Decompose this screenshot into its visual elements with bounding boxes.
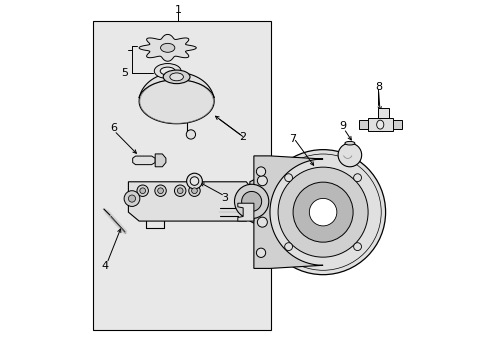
Circle shape: [257, 176, 267, 186]
Circle shape: [337, 143, 361, 167]
Circle shape: [188, 185, 200, 197]
Circle shape: [186, 130, 195, 139]
Circle shape: [174, 185, 185, 197]
Text: 6: 6: [110, 123, 118, 133]
Ellipse shape: [160, 67, 175, 75]
Circle shape: [191, 188, 197, 194]
Circle shape: [234, 184, 268, 219]
Circle shape: [155, 185, 166, 197]
Polygon shape: [253, 156, 323, 269]
Circle shape: [177, 188, 183, 194]
Circle shape: [309, 198, 336, 226]
Polygon shape: [249, 175, 269, 228]
Bar: [378, 108, 388, 118]
Circle shape: [278, 167, 367, 257]
Ellipse shape: [190, 177, 198, 185]
Bar: [93, 21, 271, 330]
Circle shape: [128, 195, 135, 202]
Circle shape: [260, 150, 385, 275]
Circle shape: [256, 248, 265, 257]
Circle shape: [241, 192, 261, 211]
Text: 1: 1: [175, 5, 182, 15]
Text: 5: 5: [121, 68, 128, 78]
Polygon shape: [139, 35, 196, 61]
Circle shape: [257, 217, 267, 227]
Polygon shape: [128, 182, 253, 221]
Circle shape: [284, 243, 292, 251]
Ellipse shape: [160, 43, 175, 52]
Circle shape: [256, 167, 265, 176]
Circle shape: [292, 182, 352, 242]
Circle shape: [157, 188, 163, 194]
Ellipse shape: [344, 141, 354, 145]
Bar: [358, 120, 367, 129]
Circle shape: [137, 185, 148, 197]
Bar: [367, 118, 392, 131]
Text: 9: 9: [339, 121, 346, 131]
Ellipse shape: [169, 73, 183, 81]
Polygon shape: [132, 156, 155, 165]
Circle shape: [124, 191, 140, 206]
Circle shape: [284, 174, 292, 181]
Polygon shape: [155, 154, 165, 167]
Ellipse shape: [163, 70, 190, 84]
Ellipse shape: [154, 64, 181, 78]
Circle shape: [353, 243, 361, 251]
Text: 8: 8: [374, 82, 381, 92]
Text: 2: 2: [239, 132, 246, 142]
Polygon shape: [237, 203, 253, 221]
Bar: [392, 120, 401, 129]
Text: 7: 7: [288, 134, 296, 144]
Ellipse shape: [186, 173, 202, 189]
Circle shape: [353, 174, 361, 181]
Ellipse shape: [376, 120, 383, 129]
Polygon shape: [139, 72, 214, 124]
Text: 4: 4: [102, 261, 108, 271]
Circle shape: [140, 188, 145, 194]
Text: 3: 3: [221, 193, 228, 203]
